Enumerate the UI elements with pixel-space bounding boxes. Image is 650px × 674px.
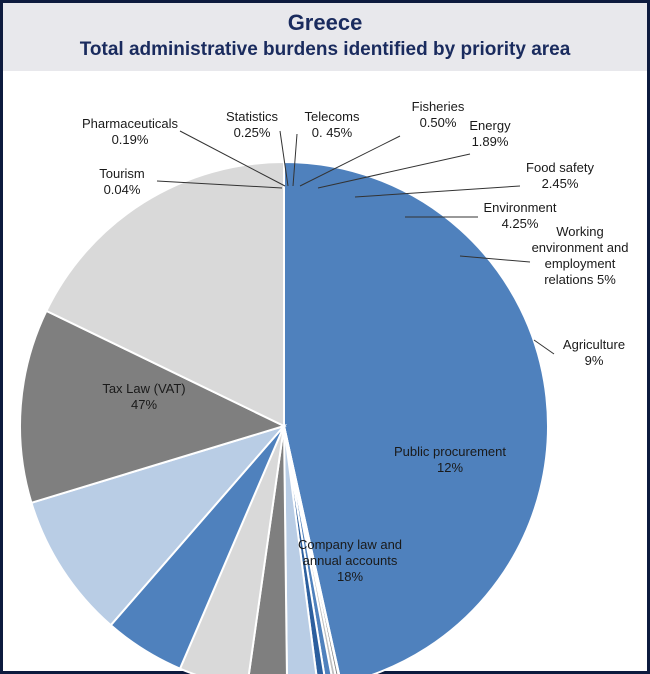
leader-line-working-environment-and-employment-relations	[459, 255, 531, 263]
slice-label-working-environment-and-employment-relations-name: Working	[556, 224, 603, 239]
leader-line-pharmaceuticals	[179, 130, 286, 187]
pie-slice-tax-law-vat	[283, 160, 549, 674]
slice-label-telecoms-name: Telecoms	[305, 109, 360, 124]
leader-line-fisheries	[299, 135, 401, 187]
slice-label-statistics-name: Statistics	[226, 109, 279, 124]
leader-line-energy	[317, 153, 471, 189]
slice-label-tax-law-vat-name: Tax Law (VAT)	[102, 381, 185, 396]
pie-slice-energy	[283, 425, 318, 674]
chart-title: Greece	[287, 10, 363, 35]
slice-label-telecoms-value: 0. 45%	[312, 125, 353, 140]
slice-label-agriculture-name: Agriculture	[563, 337, 625, 352]
title-band	[3, 3, 647, 71]
leader-line-tourism	[156, 180, 283, 189]
slice-label-company-law-and-annual-accounts-value: 18%	[337, 569, 363, 584]
slice-label-energy-value: 1.89%	[472, 134, 509, 149]
leader-lines	[156, 130, 555, 355]
slice-label-company-law-and-annual-accounts-name: annual accounts	[303, 553, 398, 568]
slice-label-environment-value: 4.25%	[502, 216, 539, 231]
slice-label-food-safety-value: 2.45%	[542, 176, 579, 191]
pie-slice-telecoms	[283, 425, 333, 674]
slice-label-tax-law-vat-value: 47%	[131, 397, 157, 412]
slice-label-environment-name: Environment	[484, 200, 557, 215]
pie-slice-agriculture	[30, 424, 288, 627]
chart-subtitle: Total administrative burdens identified …	[79, 39, 571, 60]
pie-slice-company-law-and-annual-accounts	[45, 160, 285, 428]
leader-line-agriculture	[533, 339, 555, 355]
pie-slice-fisheries	[283, 425, 326, 674]
slice-label-pharmaceuticals-name: Pharmaceuticals	[82, 116, 179, 131]
slice-label-public-procurement-name: Public procurement	[394, 444, 506, 459]
slice-label-working-environment-and-employment-relations-name: employment	[545, 256, 616, 271]
pie-slice-public-procurement	[19, 309, 287, 505]
slice-label-statistics-value: 0.25%	[234, 125, 271, 140]
slice-label-food-safety-name: Food safety	[526, 160, 594, 175]
slice-label-agriculture-value: 9%	[585, 353, 604, 368]
slice-label-public-procurement-value: 12%	[437, 460, 463, 475]
slice-label-tourism-value: 0.04%	[104, 182, 141, 197]
pie-slices	[19, 160, 549, 674]
leader-line-food-safety	[354, 185, 521, 198]
slice-label-working-environment-and-employment-relations-value: relations 5%	[544, 272, 616, 287]
slice-label-working-environment-and-employment-relations-name: environment and	[532, 240, 629, 255]
slice-label-company-law-and-annual-accounts-name: Company law and	[298, 537, 402, 552]
slice-label-tourism-name: Tourism	[99, 166, 145, 181]
slice-label-fisheries-value: 0.50%	[420, 115, 457, 130]
slice-label-pharmaceuticals-value: 0.19%	[112, 132, 149, 147]
leader-line-telecoms	[292, 133, 298, 187]
leader-line-statistics	[279, 130, 289, 187]
slice-label-energy-name: Energy	[469, 118, 511, 133]
slice-label-fisheries-name: Fisheries	[412, 99, 465, 114]
